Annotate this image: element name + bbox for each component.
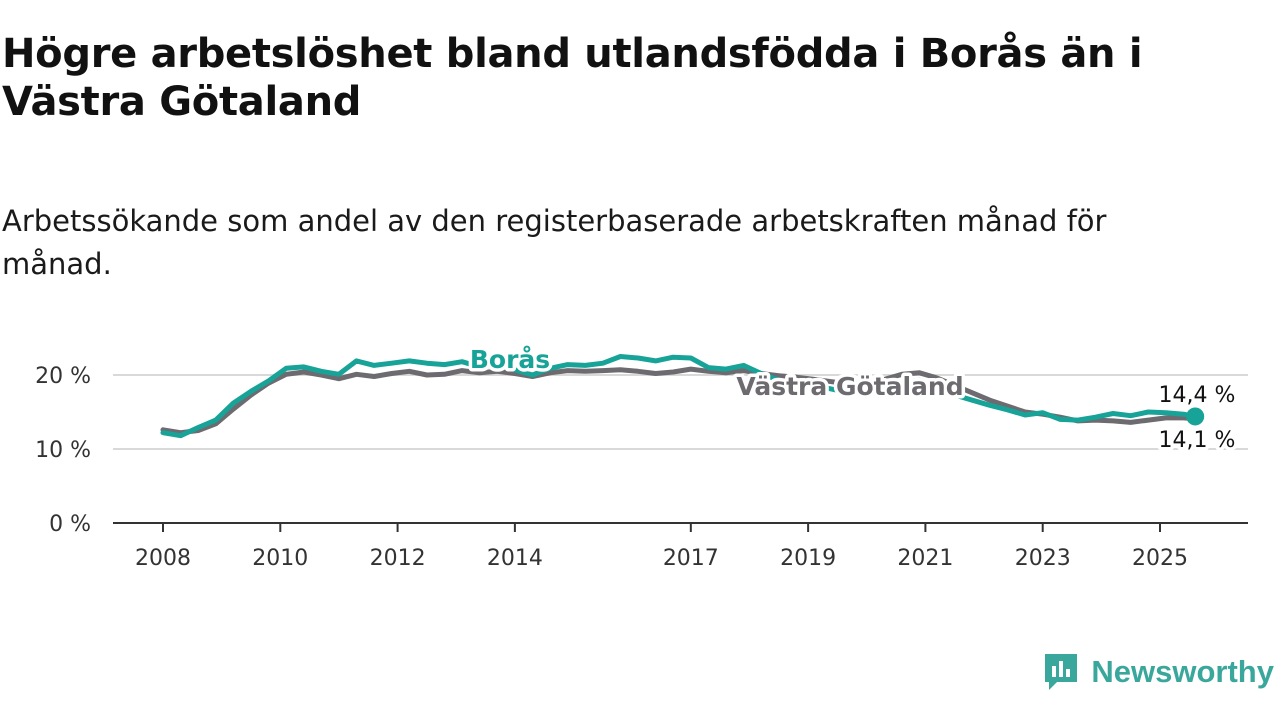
series-labels: Borås Västra Götaland 14,4 % 14,1 %: [466, 342, 1239, 457]
x-tick-label: 2017: [663, 546, 719, 571]
brand-name: Newsworthy: [1091, 654, 1274, 689]
series-label-boras: Borås: [470, 345, 550, 374]
y-tick-label: 20 %: [35, 364, 91, 389]
x-tick-label: 2010: [252, 546, 308, 571]
y-axis-ticks: 0 % 10 % 20 %: [35, 364, 91, 537]
series-lines: [160, 354, 1198, 439]
x-axis: 2008 2010 2012 2014 2017 2019 2021 2023 2025: [113, 522, 1248, 571]
chart-title: Högre arbetslöshet bland utlandsfödda i …: [2, 31, 1143, 125]
newsworthy-brand[interactable]: Newsworthy: [1043, 652, 1274, 692]
y-tick-label: 0 %: [49, 512, 91, 537]
x-tick-label: 2008: [135, 546, 191, 571]
y-tick-label: 10 %: [35, 438, 91, 463]
x-tick-label: 2025: [1132, 546, 1188, 571]
end-value-label-boras: 14,4 %: [1159, 383, 1236, 408]
x-tick-label: 2019: [780, 546, 836, 571]
newsworthy-logo-icon: [1045, 654, 1078, 690]
chart-subtitle: Arbetssökande som andel av den registerb…: [2, 204, 1107, 281]
series-line-vastra-gotaland: [160, 366, 1198, 436]
end-value-label-vastra-gotaland: 14,1 %: [1159, 428, 1236, 453]
gridlines: [113, 374, 1248, 450]
series-label-vastra-gotaland: Västra Götaland: [736, 372, 963, 401]
x-tick-label: 2021: [897, 546, 953, 571]
line-chart: 0 % 10 % 20 % 2008 2010 2012 2014 2017 2019 2021…: [35, 342, 1248, 571]
x-tick-label: 2014: [487, 546, 543, 571]
series-line-boras: [160, 354, 1198, 439]
x-tick-label: 2023: [1015, 546, 1071, 571]
x-tick-label: 2012: [370, 546, 426, 571]
end-point-marker: [1186, 407, 1205, 426]
